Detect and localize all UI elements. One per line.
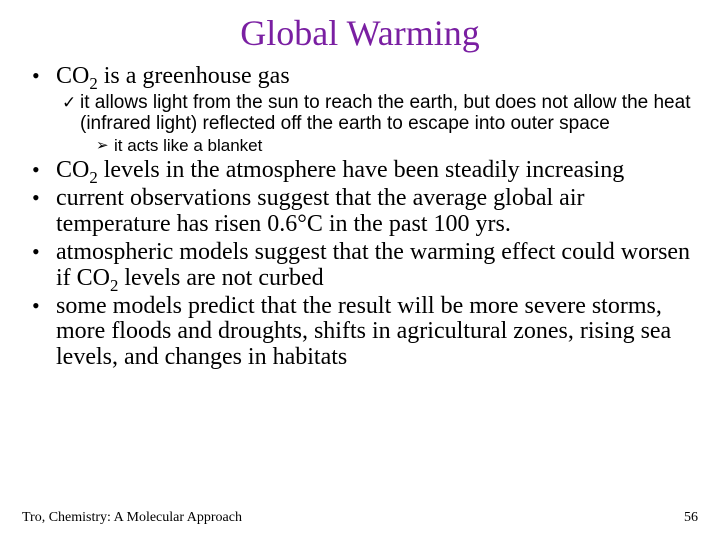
subscript: 2 — [89, 168, 97, 187]
bullet-5: some models predict that the result will… — [22, 294, 698, 372]
bullet-list: CO2 is a greenhouse gas it allows light … — [22, 64, 698, 371]
bullet-3: current observations suggest that the av… — [22, 186, 698, 238]
subscript: 2 — [89, 74, 97, 93]
bullet-1a1: it acts like a blanket — [22, 136, 698, 156]
text-pre: CO — [56, 63, 89, 89]
bullet-1a: it allows light from the sun to reach th… — [22, 92, 698, 135]
text-post: is a greenhouse gas — [98, 63, 290, 89]
footer-source: Tro, Chemistry: A Molecular Approach — [22, 510, 242, 526]
slide: Global Warming CO2 is a greenhouse gas i… — [0, 0, 720, 540]
bullet-1: CO2 is a greenhouse gas — [22, 64, 698, 90]
bullet-4: atmospheric models suggest that the warm… — [22, 240, 698, 292]
slide-title: Global Warming — [22, 12, 698, 54]
text-post: levels are not curbed — [118, 265, 323, 291]
text-post: levels in the atmosphere have been stead… — [98, 157, 624, 183]
text-pre: CO — [56, 157, 89, 183]
footer-page-number: 56 — [684, 510, 698, 526]
bullet-2: CO2 levels in the atmosphere have been s… — [22, 158, 698, 184]
